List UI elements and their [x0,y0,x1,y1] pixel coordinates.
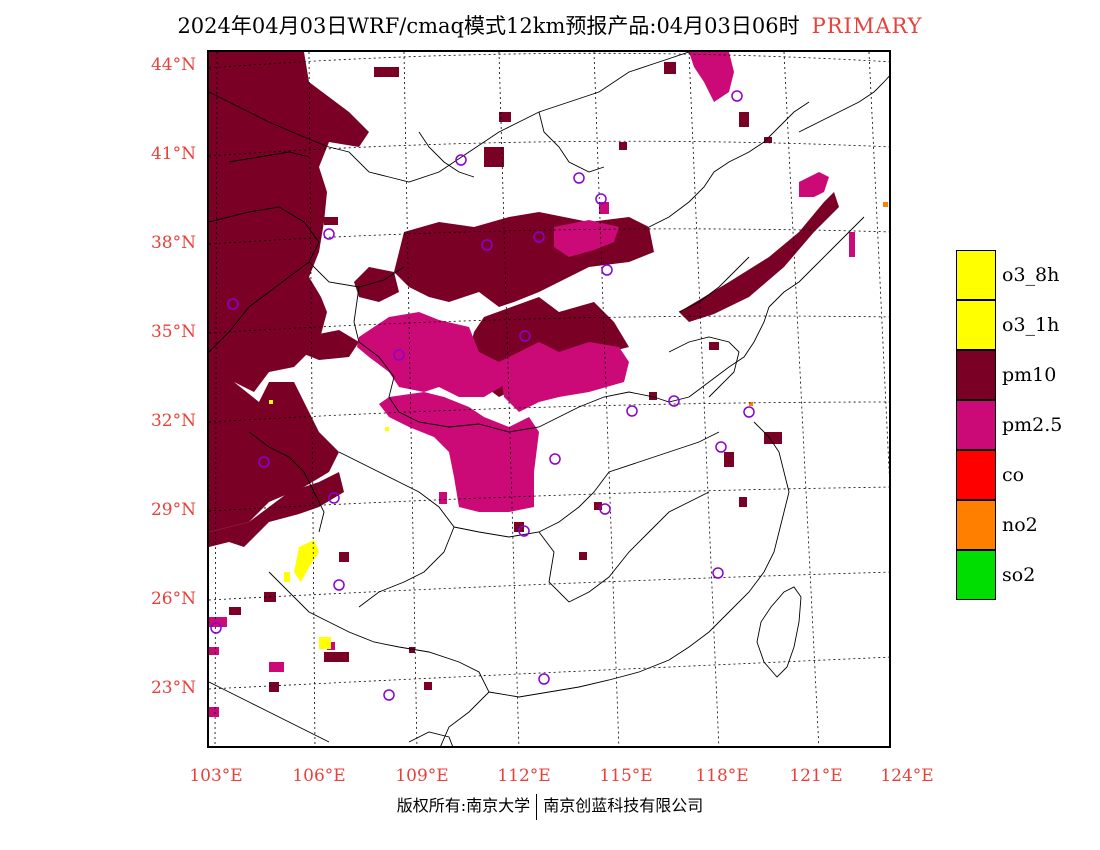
legend-swatch-o3-1h [956,300,996,350]
lon-label-106e: 106°E [292,766,346,786]
legend-swatch-o3-8h [956,250,996,300]
copyright-right: 南京创蓝科技有限公司 [543,796,704,815]
legend-label-pm10: pm10 [1002,364,1057,386]
lon-label-124e: 124°E [880,766,934,786]
lon-label-103e: 103°E [189,766,243,786]
map-title: 2024年04月03日WRF/cmaq模式12km预报产品:04月03日06时 P… [0,10,1100,40]
lon-label-109e: 109°E [395,766,449,786]
legend-swatch-pm25 [956,400,996,450]
legend-swatch-no2 [956,500,996,550]
lon-label-118e: 118°E [695,766,749,786]
lon-label-115e: 115°E [599,766,653,786]
legend-swatch-so2 [956,550,996,600]
lat-label-38n: 38°N [150,233,196,253]
copyright-line: 版权所有:南京大学 南京创蓝科技有限公司 [0,792,1100,820]
legend-label-o3-1h: o3_1h [1002,314,1060,336]
legend-label-so2: so2 [1002,564,1036,586]
no2-regions [749,202,888,406]
legend-swatch-pm10 [956,350,996,400]
station-markers [210,90,755,701]
o3-regions [269,400,389,649]
lat-label-44n: 44°N [150,55,196,75]
copyright-separator [536,793,538,820]
lat-label-32n: 32°N [150,411,196,431]
legend-label-o3-8h: o3_8h [1002,264,1060,286]
copyright-left: 版权所有:南京大学 [396,796,531,815]
lat-label-23n: 23°N [150,678,196,698]
map-canvas [209,52,889,746]
lon-label-112e: 112°E [497,766,551,786]
title-text: 2024年04月03日WRF/cmaq模式12km预报产品:04月03日06时 [177,14,800,38]
lat-label-26n: 26°N [150,589,196,609]
coastline-boundaries [209,52,889,746]
legend-label-pm25: pm2.5 [1002,414,1063,436]
pm25-regions [209,52,855,717]
forecast-map [207,50,891,748]
primary-tag: PRIMARY [811,14,923,38]
lat-label-29n: 29°N [150,500,196,520]
legend-label-co: co [1002,464,1025,486]
lat-label-35n: 35°N [150,322,196,342]
legend-swatch-co [956,450,996,500]
lat-label-41n: 41°N [150,144,196,164]
legend-label-no2: no2 [1002,514,1038,536]
lon-label-121e: 121°E [789,766,843,786]
